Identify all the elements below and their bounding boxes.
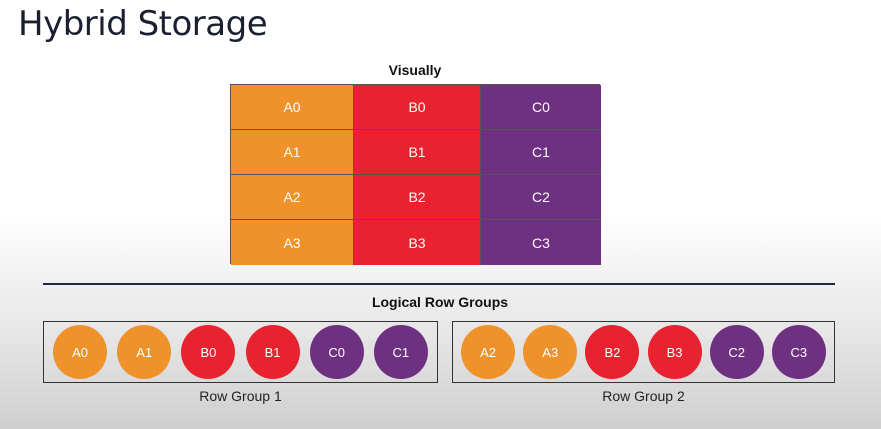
- table-cell-a0: A0: [231, 85, 354, 130]
- row-group-1-item-c0: C0: [309, 325, 364, 379]
- row-group-2-item-a2: A2: [461, 325, 516, 379]
- table-cell-b2: B2: [354, 175, 481, 220]
- slide-title: Hybrid Storage: [18, 4, 268, 44]
- column-table: A0 B0 C0 A1 B1 C1 A2 B2 C2 A3 B3 C3: [230, 84, 601, 265]
- row-group-1-item-b0: B0: [181, 325, 236, 379]
- row-group-1-item-b1: B1: [245, 325, 300, 379]
- row-group-1-item-c1: C1: [373, 325, 428, 379]
- logical-row-groups-heading: Logical Row Groups: [371, 294, 509, 310]
- table-cell-a2: A2: [231, 175, 354, 220]
- visually-heading: Visually: [388, 62, 442, 78]
- row-group-1-label: Row Group 1: [199, 388, 282, 404]
- table-cell-a1: A1: [231, 130, 354, 175]
- row-group-2-box: A2 A3 B2 B3 C2 C3: [452, 321, 835, 383]
- row-group-1-box: A0 A1 B0 B1 C0 C1: [43, 321, 438, 383]
- table-cell-b0: B0: [354, 85, 481, 130]
- row-group-1-item-a0: A0: [53, 325, 108, 379]
- row-group-2-item-a3: A3: [523, 325, 578, 379]
- table-cell-c0: C0: [481, 85, 601, 130]
- row-group-2-label: Row Group 2: [602, 388, 685, 404]
- table-cell-b3: B3: [354, 220, 481, 265]
- section-divider: [43, 283, 835, 285]
- row-group-1-item-a1: A1: [117, 325, 172, 379]
- row-group-2-item-b2: B2: [585, 325, 640, 379]
- row-group-2-item-c3: C3: [771, 325, 826, 379]
- table-cell-a3: A3: [231, 220, 354, 265]
- row-group-2-item-b3: B3: [647, 325, 702, 379]
- table-cell-b1: B1: [354, 130, 481, 175]
- table-cell-c2: C2: [481, 175, 601, 220]
- table-cell-c3: C3: [481, 220, 601, 265]
- row-group-2-item-c2: C2: [709, 325, 764, 379]
- table-cell-c1: C1: [481, 130, 601, 175]
